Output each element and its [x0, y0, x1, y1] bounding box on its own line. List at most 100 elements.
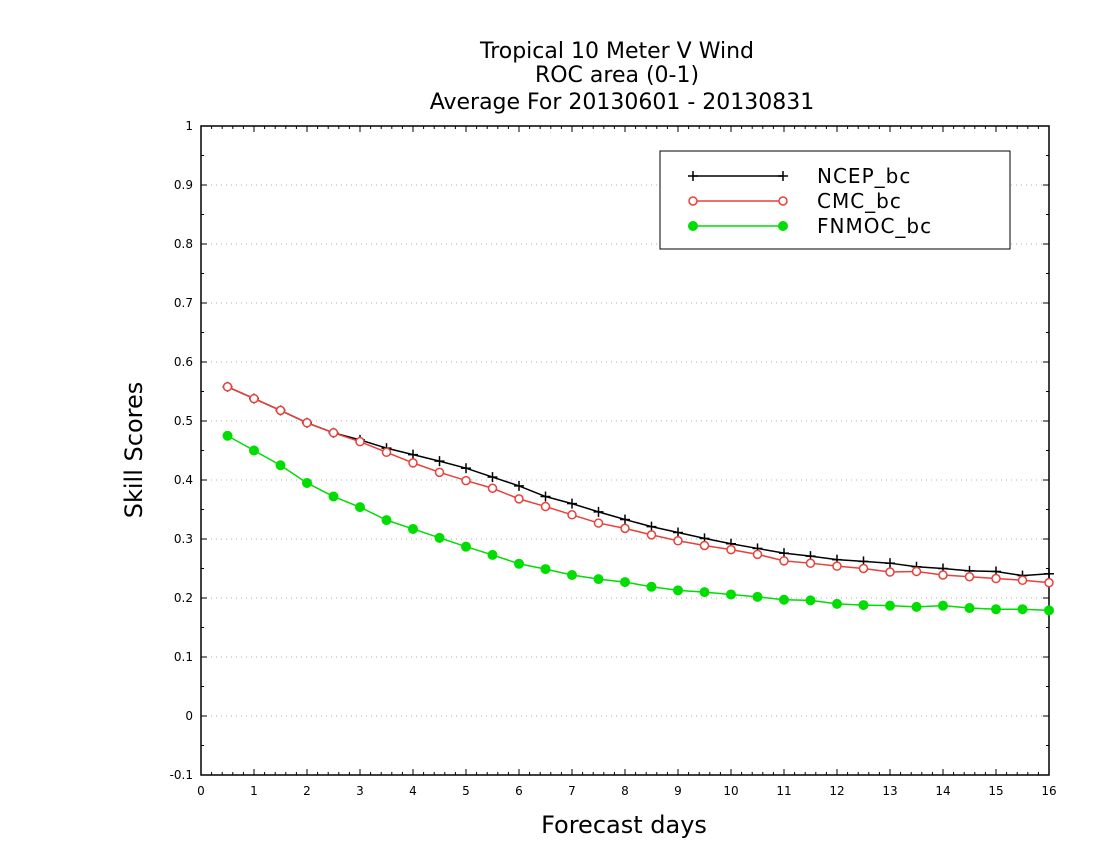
data-point: [805, 595, 816, 606]
legend-box: [659, 150, 1011, 250]
data-point: [514, 494, 524, 504]
data-point: [302, 418, 312, 428]
data-point: [540, 564, 551, 575]
y-axis-label: Skill Scores: [120, 382, 148, 519]
data-point: [991, 573, 1001, 584]
data-point: [620, 577, 630, 588]
legend-entry: CMC_bc: [688, 189, 902, 213]
x-tick-label: 0: [197, 784, 205, 798]
x-tick-label: 12: [829, 784, 844, 798]
data-point: [222, 430, 233, 441]
y-tick-label: 1: [185, 119, 193, 133]
data-point: [673, 527, 683, 538]
data-point: [540, 491, 551, 502]
data-point: [752, 591, 763, 602]
x-tick-label: 1: [250, 784, 258, 798]
legend-label: FNMOC_bc: [817, 214, 932, 238]
data-point: [593, 518, 604, 528]
data-point: [434, 456, 445, 467]
data-point: [408, 523, 418, 534]
x-axis-label: Forecast days: [541, 811, 707, 839]
x-tick-label: 14: [935, 784, 950, 798]
y-tick-label: 0.7: [174, 296, 193, 310]
data-point: [646, 530, 657, 540]
data-point: [514, 558, 524, 569]
axis-ticks: -0.100.10.20.30.40.50.60.70.80.910 1 2 3 4 5 6…: [170, 119, 1057, 798]
data-point: [620, 523, 630, 534]
x-tick-label: 9: [674, 784, 682, 798]
chart-title-line-3: Average For 20130601 - 20130831: [430, 90, 815, 115]
data-point: [461, 475, 471, 486]
y-tick-label: 0: [185, 709, 193, 723]
data-point: [938, 600, 948, 611]
data-point: [487, 483, 498, 494]
y-tick-label: 0.5: [174, 414, 193, 428]
data-point: [567, 569, 577, 580]
data-point: [1044, 605, 1054, 616]
data-point: [1044, 577, 1054, 588]
data-point: [381, 515, 392, 526]
y-tick-label: 0.3: [174, 532, 193, 546]
data-point: [1017, 575, 1028, 586]
data-point: [408, 449, 418, 460]
chart-title-line-1: Tropical 10 Meter V Wind: [479, 39, 754, 64]
data-point: [911, 566, 922, 577]
data-point: [964, 603, 975, 614]
legend-entry: NCEP_bc: [688, 164, 910, 188]
x-tick-label: 5: [462, 784, 470, 798]
data-point: [646, 581, 657, 592]
legend-label: CMC_bc: [817, 189, 902, 213]
legend-marker: [688, 221, 698, 231]
data-point: [249, 445, 259, 456]
data-point: [726, 544, 736, 555]
series-FNMOC_bc: [222, 430, 1054, 616]
data-point: [646, 521, 657, 532]
legend-marker: [688, 196, 698, 206]
series-NCEP_bc: [222, 381, 1054, 581]
data-point: [487, 472, 498, 483]
x-tick-label: 6: [515, 784, 523, 798]
legend-marker: [688, 171, 698, 181]
data-point: [832, 598, 842, 609]
chart-title: Tropical 10 Meter V Wind ROC area (0-1) …: [430, 39, 815, 115]
data-point: [275, 460, 286, 471]
data-point: [328, 491, 339, 502]
chart-title-line-2: ROC area (0-1): [535, 63, 699, 88]
legend-marker: [778, 221, 788, 231]
data-point: [540, 501, 551, 512]
x-tick-label: 11: [776, 784, 791, 798]
data-point: [408, 458, 418, 468]
series-CMC_bc: [222, 382, 1054, 588]
data-point: [593, 506, 604, 517]
data-point: [699, 587, 710, 598]
y-tick-label: 0.4: [174, 473, 193, 487]
x-tick-label: 8: [621, 784, 629, 798]
data-point: [726, 589, 736, 600]
x-tick-label: 10: [723, 784, 738, 798]
data-point: [991, 604, 1001, 615]
x-tick-label: 3: [356, 784, 364, 798]
data-point: [434, 532, 445, 543]
data-point: [328, 428, 339, 438]
y-tick-label: 0.9: [174, 178, 193, 192]
x-tick-label: 4: [409, 784, 417, 798]
data-point: [567, 498, 577, 509]
data-point: [832, 561, 842, 571]
data-point: [673, 536, 683, 546]
data-point: [938, 570, 948, 580]
data-point: [779, 594, 789, 605]
data-point: [355, 436, 365, 447]
x-tick-label: 13: [882, 784, 897, 798]
x-tick-label: 7: [568, 784, 576, 798]
data-point: [858, 563, 869, 574]
data-point: [302, 477, 312, 488]
data-point: [1044, 568, 1054, 579]
y-tick-label: 0.6: [174, 355, 193, 369]
data-point: [487, 549, 498, 560]
series-line: [227, 386, 1050, 577]
data-point: [699, 540, 710, 551]
data-point: [275, 405, 286, 416]
data-point: [885, 567, 895, 577]
